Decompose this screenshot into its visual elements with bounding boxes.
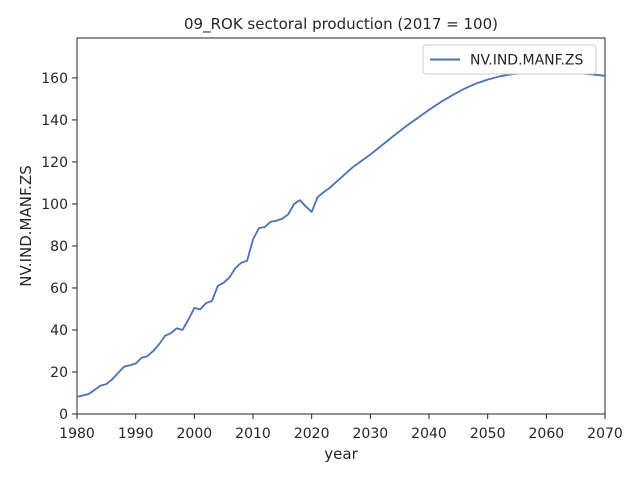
- legend-box: [422, 44, 597, 75]
- x-axis-ticks: 1980 1990 2000 2010 2020 2030 2040 2050 2060 2070: [59, 414, 623, 442]
- x-tick-label: 2070: [587, 426, 623, 442]
- plot-frame: [76, 37, 606, 415]
- x-tick-label: 2060: [529, 426, 565, 442]
- x-tick-label: 2030: [353, 426, 389, 442]
- y-tick-label: 0: [59, 407, 68, 423]
- y-axis-ticks: 0 20 40 60 80 100 120 140 160: [41, 71, 77, 423]
- y-tick-label: 40: [50, 323, 68, 339]
- plot-area: [76, 37, 606, 415]
- chart-title: 09_ROK sectoral production (2017 = 100): [184, 15, 498, 34]
- y-tick-label: 140: [41, 113, 68, 129]
- x-tick-label: 2040: [411, 426, 447, 442]
- x-axis-label: year: [324, 445, 358, 463]
- y-tick-label: 80: [50, 239, 68, 255]
- x-tick-label: 2000: [177, 426, 213, 442]
- legend-label-nv-ind-manf-zs: NV.IND.MANF.ZS: [470, 53, 584, 69]
- x-tick-label: 1990: [118, 426, 154, 442]
- y-tick-label: 160: [41, 71, 68, 87]
- x-tick-label: 2020: [294, 426, 330, 442]
- y-tick-label: 120: [41, 155, 68, 171]
- y-tick-label: 100: [41, 197, 68, 213]
- legend: NV.IND.MANF.ZS: [422, 44, 597, 75]
- x-tick-label: 1980: [59, 426, 95, 442]
- y-tick-label: 60: [50, 281, 68, 297]
- y-axis-label: NV.IND.MANF.ZS: [17, 165, 35, 287]
- x-tick-label: 2010: [235, 426, 271, 442]
- x-tick-label: 2050: [470, 426, 506, 442]
- y-tick-label: 20: [50, 365, 68, 381]
- series-line-0: [76, 71, 606, 398]
